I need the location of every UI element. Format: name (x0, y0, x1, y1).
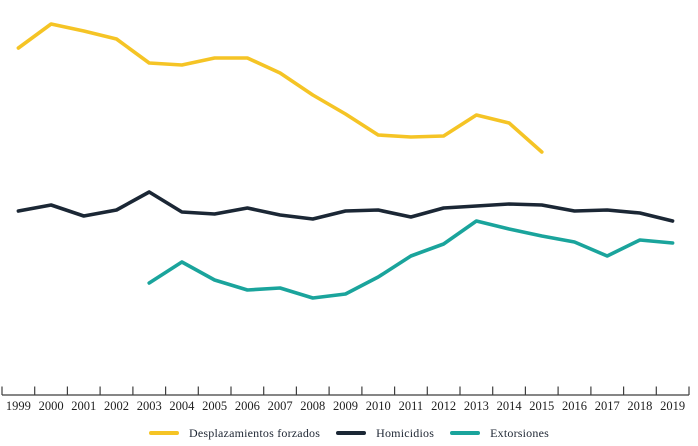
legend-item-extorsiones: Extorsiones (450, 426, 549, 441)
legend-swatch-homicidios (336, 431, 367, 435)
legend-item-homicidios: Homicidios (336, 426, 434, 441)
x-axis-label: 2009 (333, 399, 358, 413)
x-axis-label: 2006 (235, 399, 260, 413)
x-axis-label: 2002 (104, 399, 129, 413)
x-axis-label: 2016 (562, 399, 587, 413)
series-line-desplazamientos-forzados (16, 22, 544, 154)
x-axis-label: 2004 (169, 399, 195, 413)
line-chart-canvas: 1999 2000 2001 2002 2003 2004 2005 2006 2007 2008… (1, 22, 690, 413)
legend-item-desplazamientos-forzados: Desplazamientos forzados (149, 426, 320, 441)
x-axis-label: 2008 (300, 399, 325, 413)
x-axis-label: 2019 (660, 399, 685, 413)
series-line-homicidios (16, 190, 675, 223)
x-axis-label: 2012 (431, 399, 456, 413)
chart-legend: Desplazamientos forzados Homicidios Exto… (0, 421, 698, 445)
x-axis-label: 2018 (627, 399, 652, 413)
x-axis-label: 2007 (268, 399, 293, 413)
x-axis-label: 2005 (202, 399, 227, 413)
x-axis-label: 1999 (6, 399, 31, 413)
legend-swatch-extorsiones (450, 431, 481, 435)
x-axis-label: 2010 (366, 399, 391, 413)
legend-swatch-desplazamientos-forzados (149, 431, 180, 435)
x-axis-label: 2015 (529, 399, 554, 413)
x-axis-label: 2011 (399, 399, 424, 413)
legend-label-extorsiones: Extorsiones (490, 425, 549, 440)
x-axis-label: 2013 (464, 399, 489, 413)
x-axis-label: 2000 (39, 399, 64, 413)
x-axis-label: 2001 (71, 399, 96, 413)
x-axis-label: 2017 (595, 399, 620, 413)
x-axis-label: 2014 (497, 399, 523, 413)
x-axis-label: 2003 (137, 399, 162, 413)
legend-label-homicidios: Homicidios (376, 425, 435, 440)
legend-label-desplazamientos-forzados: Desplazamientos forzados (189, 425, 321, 440)
series-line-extorsiones (147, 219, 675, 300)
